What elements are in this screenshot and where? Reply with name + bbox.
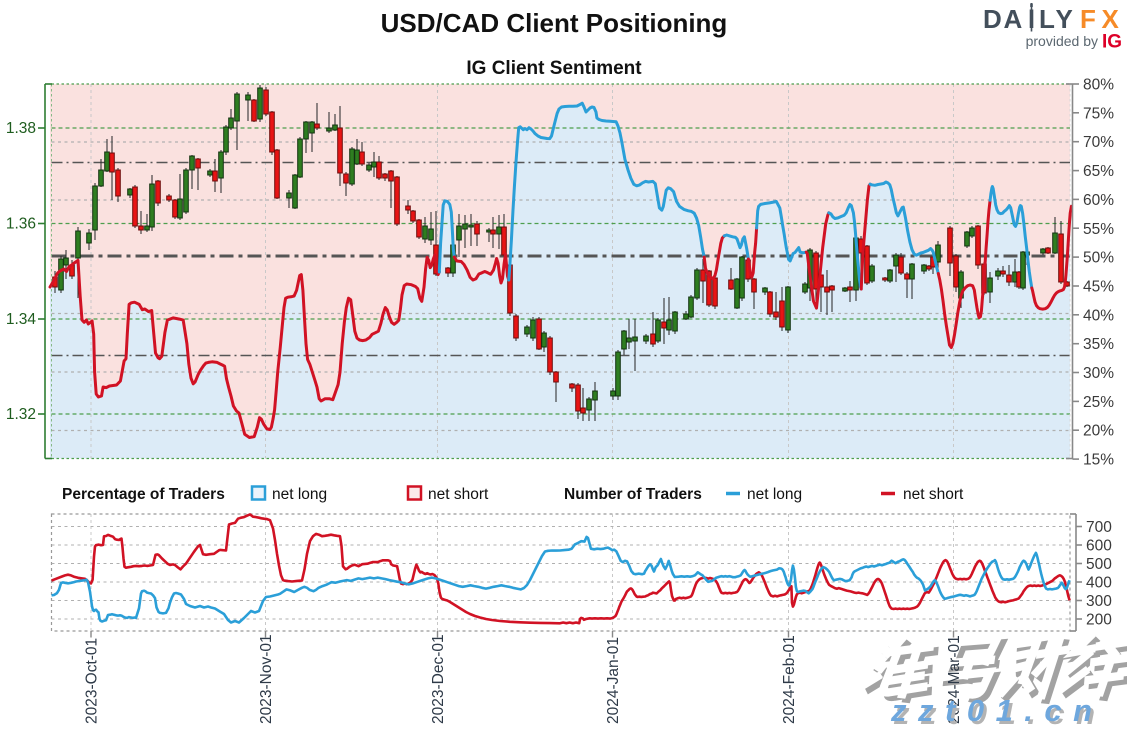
svg-text:zzt01.cn: zzt01.cn xyxy=(893,696,1107,731)
svg-text:500: 500 xyxy=(1086,556,1112,573)
svg-text:Number of Traders: Number of Traders xyxy=(564,486,702,503)
svg-text:55%: 55% xyxy=(1083,221,1114,238)
svg-text:2023-Oct-01: 2023-Oct-01 xyxy=(84,638,101,724)
svg-text:Y: Y xyxy=(1056,4,1073,34)
svg-text:net short: net short xyxy=(903,486,964,503)
svg-text:1.36: 1.36 xyxy=(6,216,36,233)
svg-text:45%: 45% xyxy=(1083,279,1114,296)
svg-text:F: F xyxy=(1080,4,1096,34)
svg-text:400: 400 xyxy=(1086,575,1112,592)
svg-text:1.32: 1.32 xyxy=(6,406,36,423)
svg-text:15%: 15% xyxy=(1083,452,1114,469)
svg-text:65%: 65% xyxy=(1083,163,1114,180)
svg-text:70%: 70% xyxy=(1083,134,1114,151)
svg-text:X: X xyxy=(1102,4,1120,34)
svg-text:zzt01.cn: zzt01.cn xyxy=(890,693,1104,728)
svg-text:net long: net long xyxy=(747,486,802,503)
svg-text:2024-Mar-01: 2024-Mar-01 xyxy=(946,635,963,724)
svg-text:USD/CAD Client Positioning: USD/CAD Client Positioning xyxy=(381,8,728,38)
svg-text:30%: 30% xyxy=(1083,365,1114,382)
svg-text:2024-Jan-01: 2024-Jan-01 xyxy=(605,637,622,724)
svg-text:50%: 50% xyxy=(1083,250,1114,267)
svg-text:80%: 80% xyxy=(1083,77,1114,94)
svg-text:300: 300 xyxy=(1086,593,1112,610)
svg-text:600: 600 xyxy=(1086,538,1112,555)
svg-text:Percentage of Traders: Percentage of Traders xyxy=(62,486,225,503)
svg-text:IG: IG xyxy=(1102,32,1122,53)
svg-text:25%: 25% xyxy=(1083,394,1114,411)
svg-text:2023-Nov-01: 2023-Nov-01 xyxy=(258,634,275,724)
svg-text:L: L xyxy=(1039,4,1055,34)
svg-text:35%: 35% xyxy=(1083,336,1114,353)
svg-text:net long: net long xyxy=(272,486,327,503)
svg-text:provided by: provided by xyxy=(1026,33,1098,49)
svg-text:2023-Dec-01: 2023-Dec-01 xyxy=(430,634,447,724)
svg-text:200: 200 xyxy=(1086,612,1112,629)
svg-text:IG Client Sentiment: IG Client Sentiment xyxy=(466,58,642,79)
svg-text:1.34: 1.34 xyxy=(6,311,37,328)
svg-text:75%: 75% xyxy=(1083,105,1114,122)
svg-text:1.38: 1.38 xyxy=(6,120,36,137)
svg-text:2024-Feb-01: 2024-Feb-01 xyxy=(781,635,798,724)
svg-text:net short: net short xyxy=(428,486,489,503)
svg-text:700: 700 xyxy=(1086,519,1112,536)
svg-text:60%: 60% xyxy=(1083,192,1114,209)
svg-text:40%: 40% xyxy=(1083,307,1114,324)
svg-text:A: A xyxy=(1004,4,1023,34)
svg-text:D: D xyxy=(983,4,1002,34)
svg-text:20%: 20% xyxy=(1083,423,1114,440)
